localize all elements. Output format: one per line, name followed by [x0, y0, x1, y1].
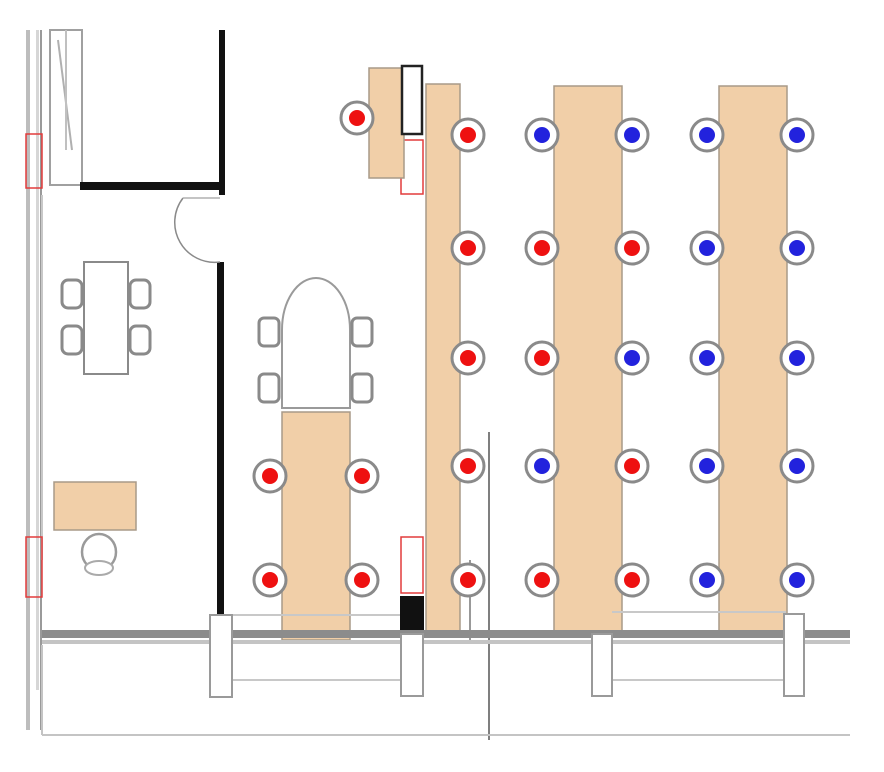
seat-status-dot: [534, 350, 550, 366]
window-mullions: [209, 613, 805, 698]
seat-row3-left-2[interactable]: [689, 230, 725, 266]
seat-row1-2[interactable]: [450, 230, 486, 266]
seat-status-dot: [789, 572, 805, 588]
seat-row3-right-2[interactable]: [779, 230, 815, 266]
seat-status-dot: [789, 458, 805, 474]
seat-meeting-right-2[interactable]: [344, 562, 380, 598]
seat-status-dot: [460, 572, 476, 588]
seat-status-dot: [262, 468, 278, 484]
seat-row1-1[interactable]: [450, 117, 486, 153]
seats-layer: [252, 100, 815, 598]
seat-status-dot: [789, 240, 805, 256]
seat-status-dot: [354, 572, 370, 588]
corner-desk[interactable]: [368, 64, 424, 179]
seat-row1-5[interactable]: [450, 562, 486, 598]
seat-row3-right-1[interactable]: [779, 117, 815, 153]
seat-row2-right-1[interactable]: [614, 117, 650, 153]
seat-status-dot: [699, 350, 715, 366]
seat-status-dot: [354, 468, 370, 484]
seat-row1-3[interactable]: [450, 340, 486, 376]
seat-status-dot: [534, 240, 550, 256]
seat-row3-right-4[interactable]: [779, 448, 815, 484]
seat-status-dot: [624, 572, 640, 588]
seat-status-dot: [460, 127, 476, 143]
seat-status-dot: [349, 110, 365, 126]
seat-status-dot: [624, 350, 640, 366]
seat-row2-left-1[interactable]: [524, 117, 560, 153]
left-exterior-wall: [26, 30, 43, 730]
meeting-table-round[interactable]: [257, 277, 374, 409]
seat-row3-right-5[interactable]: [779, 562, 815, 598]
seat-status-dot: [460, 240, 476, 256]
seat-status-dot: [460, 458, 476, 474]
seat-meeting-left-2[interactable]: [252, 562, 288, 598]
bottom-exterior-wall: [41, 611, 850, 736]
seat-meeting-right-1[interactable]: [344, 458, 380, 494]
seat-row1-4[interactable]: [450, 448, 486, 484]
seat-row3-left-4[interactable]: [689, 448, 725, 484]
seat-status-dot: [789, 127, 805, 143]
seat-status-dot: [624, 458, 640, 474]
seat-status-dot: [534, 572, 550, 588]
seat-status-dot: [624, 127, 640, 143]
structural-column: [400, 596, 424, 634]
seat-status-dot: [534, 127, 550, 143]
seat-status-dot: [262, 572, 278, 588]
meeting-desk[interactable]: [281, 411, 351, 641]
seat-row3-right-3[interactable]: [779, 340, 815, 376]
reception-desk[interactable]: [53, 481, 137, 576]
seat-row2-left-5[interactable]: [524, 562, 560, 598]
seat-status-dot: [534, 458, 550, 474]
desk-row-3-table[interactable]: [718, 85, 788, 635]
small-office-table[interactable]: [60, 261, 152, 375]
seat-row2-right-2[interactable]: [614, 230, 650, 266]
closet-room: [49, 29, 83, 186]
seat-row2-right-4[interactable]: [614, 448, 650, 484]
seat-status-dot: [789, 350, 805, 366]
seat-row3-left-5[interactable]: [689, 562, 725, 598]
seat-row2-right-3[interactable]: [614, 340, 650, 376]
seat-status-dot: [460, 350, 476, 366]
seat-status-dot: [699, 240, 715, 256]
seat-row2-left-2[interactable]: [524, 230, 560, 266]
seat-status-dot: [624, 240, 640, 256]
seat-row2-left-3[interactable]: [524, 340, 560, 376]
seat-row3-left-3[interactable]: [689, 340, 725, 376]
interior-walls: [80, 30, 225, 614]
seat-status-dot: [699, 458, 715, 474]
seat-row3-left-1[interactable]: [689, 117, 725, 153]
desk-row-2-table[interactable]: [553, 85, 623, 635]
seat-status-dot: [699, 572, 715, 588]
seat-row2-right-5[interactable]: [614, 562, 650, 598]
office-door[interactable]: [173, 197, 221, 264]
seat-status-dot: [699, 127, 715, 143]
seat-row2-left-4[interactable]: [524, 448, 560, 484]
seat-corner[interactable]: [339, 100, 375, 136]
seat-meeting-left-1[interactable]: [252, 458, 288, 494]
